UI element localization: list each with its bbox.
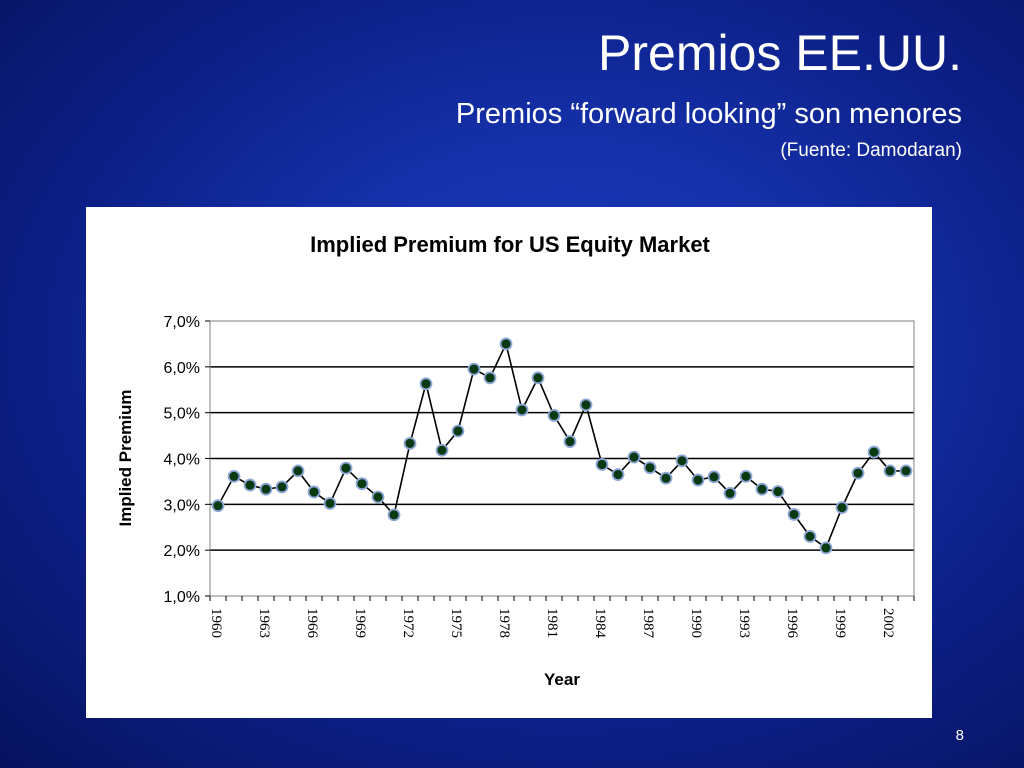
data-point — [691, 473, 705, 487]
y-tick-label: 4,0% — [164, 452, 200, 469]
page-number: 8 — [955, 727, 964, 744]
data-point — [243, 478, 257, 492]
x-axis-tick-labels: 1960 1963 1966 1969 1972 1975 1978 1981 1984 1987… — [208, 596, 915, 639]
series-line — [217, 341, 906, 550]
data-point — [483, 371, 497, 385]
data-point — [355, 477, 369, 491]
data-point — [387, 508, 401, 522]
data-point — [579, 398, 593, 412]
x-tick-label: 1987 — [640, 608, 656, 639]
x-tick-label: 1993 — [736, 608, 752, 638]
x-tick-label: 1978 — [496, 608, 512, 638]
chart-panel: Implied Premium for US Equity Market 1,0… — [86, 207, 932, 718]
slide-subtitle: Premios “forward looking” son menores — [455, 98, 962, 130]
data-point — [755, 482, 769, 496]
data-point — [867, 445, 881, 459]
x-tick-label: 1975 — [448, 608, 464, 638]
data-point — [275, 480, 289, 494]
x-tick-label: 2002 — [880, 608, 896, 638]
data-point — [467, 362, 481, 376]
x-tick-label: 1972 — [400, 608, 416, 638]
data-point — [515, 403, 529, 417]
x-tick-label: 1969 — [352, 608, 368, 638]
data-point — [707, 470, 721, 484]
data-point — [835, 501, 849, 514]
data-point — [499, 337, 513, 351]
data-point — [211, 499, 225, 513]
data-point — [595, 458, 609, 471]
x-tick-label: 1981 — [544, 608, 560, 638]
y-axis-tick-labels: 1,0% 2,0% 3,0% 4,0% 5,0% 6,0% 7,0% — [164, 314, 210, 606]
data-point — [563, 435, 577, 448]
y-tick-label: 3,0% — [164, 497, 200, 514]
data-point — [259, 482, 273, 496]
data-point — [643, 461, 657, 475]
data-point — [611, 468, 625, 481]
data-point — [435, 443, 449, 457]
data-point — [627, 450, 641, 464]
slide-title: Premios EE.UU. — [598, 25, 962, 81]
data-point — [531, 371, 545, 385]
data-point — [451, 424, 465, 438]
data-point — [339, 461, 353, 475]
data-point — [307, 485, 321, 499]
x-tick-label: 1963 — [256, 608, 272, 638]
x-tick-label: 1984 — [592, 608, 608, 639]
implied-premium-chart: Implied Premium for US Equity Market 1,0… — [116, 232, 915, 689]
data-point — [787, 508, 801, 521]
x-axis-label: Year — [544, 670, 580, 689]
data-point — [323, 497, 337, 510]
y-tick-label: 1,0% — [164, 589, 200, 606]
data-point — [819, 541, 833, 555]
source-note: (Fuente: Damodaran) — [780, 140, 962, 161]
x-tick-label: 1999 — [832, 608, 848, 638]
x-tick-label: 1990 — [688, 608, 704, 638]
data-point — [291, 464, 305, 478]
y-tick-label: 2,0% — [164, 543, 200, 560]
data-point — [659, 471, 673, 485]
data-point — [403, 436, 417, 450]
data-point — [883, 464, 897, 478]
y-tick-label: 5,0% — [164, 406, 200, 423]
x-tick-label: 1996 — [784, 608, 800, 639]
data-point — [419, 377, 433, 391]
y-tick-label: 6,0% — [164, 360, 200, 377]
data-point — [227, 469, 241, 483]
data-point — [675, 454, 689, 468]
x-tick-label: 1966 — [304, 608, 320, 639]
data-point — [899, 464, 913, 478]
data-point — [723, 486, 737, 500]
gridlines — [210, 366, 914, 551]
data-point — [851, 466, 865, 480]
data-point — [803, 530, 817, 543]
data-point — [371, 490, 385, 504]
data-point — [771, 485, 785, 498]
chart-title: Implied Premium for US Equity Market — [310, 232, 710, 257]
x-tick-label: 1960 — [208, 608, 224, 638]
y-tick-label: 7,0% — [164, 314, 200, 331]
data-point — [547, 409, 561, 422]
data-points — [211, 337, 913, 555]
data-point — [739, 469, 753, 483]
y-axis-label: Implied Premium — [116, 390, 135, 527]
